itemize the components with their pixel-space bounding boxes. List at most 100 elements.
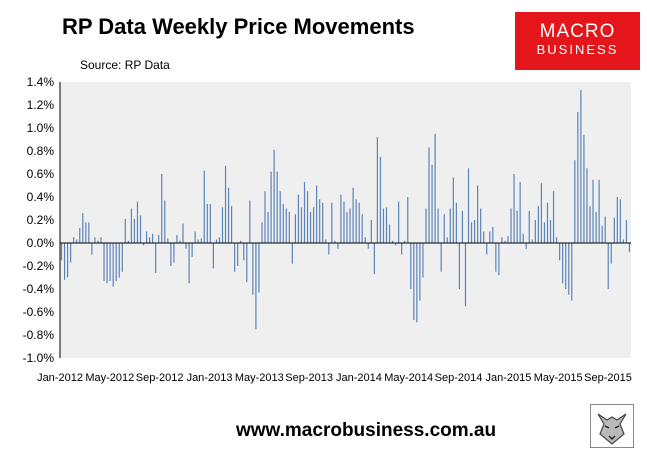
bar bbox=[209, 203, 211, 243]
bar-chart: -1.0% -0.8% -0.6% -0.4% -0.2% 0.0% 0.2% 0.4% 0.6… bbox=[23, 75, 632, 384]
bar bbox=[149, 237, 151, 243]
bar bbox=[410, 243, 412, 289]
bar bbox=[121, 243, 123, 272]
bar bbox=[261, 222, 263, 243]
bar bbox=[492, 226, 494, 243]
x-tick-label: Jan-2012 bbox=[37, 372, 83, 384]
x-tick-label: May-2012 bbox=[85, 372, 134, 384]
bar bbox=[552, 191, 555, 243]
bar bbox=[428, 147, 430, 243]
plot-area bbox=[60, 82, 631, 358]
bar bbox=[300, 207, 303, 243]
bar bbox=[264, 191, 266, 243]
bar bbox=[495, 243, 497, 272]
bar bbox=[546, 202, 549, 243]
bar bbox=[76, 239, 78, 243]
bar bbox=[504, 240, 506, 243]
bar bbox=[455, 202, 457, 243]
x-tick-label: Sep-2014 bbox=[435, 372, 483, 384]
bar bbox=[507, 236, 509, 243]
bar bbox=[470, 222, 473, 243]
bar bbox=[240, 240, 242, 243]
bar bbox=[152, 233, 154, 243]
bar bbox=[601, 225, 603, 243]
bar bbox=[252, 243, 254, 295]
bar bbox=[322, 202, 324, 243]
bar bbox=[130, 208, 132, 243]
bar bbox=[164, 200, 166, 243]
bar bbox=[391, 240, 394, 243]
bar bbox=[480, 208, 482, 243]
bar bbox=[91, 243, 93, 255]
bar bbox=[498, 243, 500, 276]
bar bbox=[580, 90, 582, 243]
bar bbox=[413, 243, 415, 321]
bar bbox=[516, 210, 518, 243]
bar bbox=[297, 194, 300, 243]
bar bbox=[191, 243, 193, 257]
bar bbox=[407, 197, 409, 243]
bar bbox=[309, 211, 312, 243]
bar bbox=[313, 207, 315, 243]
bar bbox=[109, 243, 111, 281]
bar bbox=[255, 243, 257, 330]
bar bbox=[555, 237, 558, 243]
bar bbox=[282, 203, 284, 243]
bar bbox=[200, 238, 202, 243]
bar bbox=[361, 214, 363, 243]
bar bbox=[589, 206, 591, 243]
bar bbox=[382, 208, 385, 243]
bar bbox=[452, 177, 454, 243]
bar bbox=[625, 220, 628, 243]
bar bbox=[173, 243, 175, 263]
bar bbox=[510, 208, 512, 243]
bar bbox=[404, 240, 406, 243]
bar bbox=[249, 200, 251, 243]
bar bbox=[294, 214, 296, 243]
bar bbox=[94, 237, 96, 243]
bar bbox=[422, 243, 424, 278]
y-tick-label: 0.4% bbox=[27, 190, 55, 204]
bar bbox=[197, 239, 199, 243]
bar bbox=[461, 210, 464, 243]
bar bbox=[431, 164, 433, 243]
y-tick-label: -1.0% bbox=[23, 351, 55, 365]
bar bbox=[559, 243, 561, 261]
bar bbox=[337, 243, 339, 249]
x-tick-label: May-2015 bbox=[534, 372, 583, 384]
bar bbox=[549, 220, 552, 243]
bar bbox=[155, 243, 157, 273]
bar bbox=[115, 243, 117, 281]
bar bbox=[142, 243, 145, 246]
bar bbox=[97, 240, 99, 243]
x-tick-label: Sep-2013 bbox=[285, 372, 333, 384]
website-url: www.macrobusiness.com.au bbox=[236, 420, 497, 441]
bar bbox=[185, 243, 187, 249]
bar bbox=[258, 243, 260, 293]
bar bbox=[528, 210, 530, 243]
bar bbox=[215, 239, 218, 243]
bar bbox=[401, 243, 403, 255]
bar bbox=[370, 220, 372, 243]
y-tick-label: 0.6% bbox=[27, 167, 55, 181]
bar bbox=[522, 233, 524, 243]
bar bbox=[158, 234, 160, 243]
bar bbox=[501, 237, 503, 243]
bar bbox=[212, 243, 214, 269]
y-tick-label: -0.4% bbox=[23, 282, 55, 296]
y-tick-label: -0.8% bbox=[23, 328, 55, 342]
bar bbox=[267, 211, 269, 243]
bar bbox=[486, 243, 488, 255]
y-tick-label: 0.8% bbox=[27, 144, 55, 158]
chart-source: Source: RP Data bbox=[80, 58, 170, 72]
x-tick-label: Sep-2015 bbox=[584, 372, 632, 384]
chart-title: RP Data Weekly Price Movements bbox=[62, 14, 415, 39]
bar bbox=[167, 238, 169, 243]
wolf-logo-icon bbox=[590, 404, 634, 448]
bar bbox=[349, 208, 351, 243]
bar bbox=[583, 134, 585, 243]
bar bbox=[221, 207, 224, 243]
bar bbox=[443, 214, 445, 243]
y-tick-label: 1.0% bbox=[27, 121, 55, 135]
x-tick-label: Jan-2015 bbox=[485, 372, 531, 384]
